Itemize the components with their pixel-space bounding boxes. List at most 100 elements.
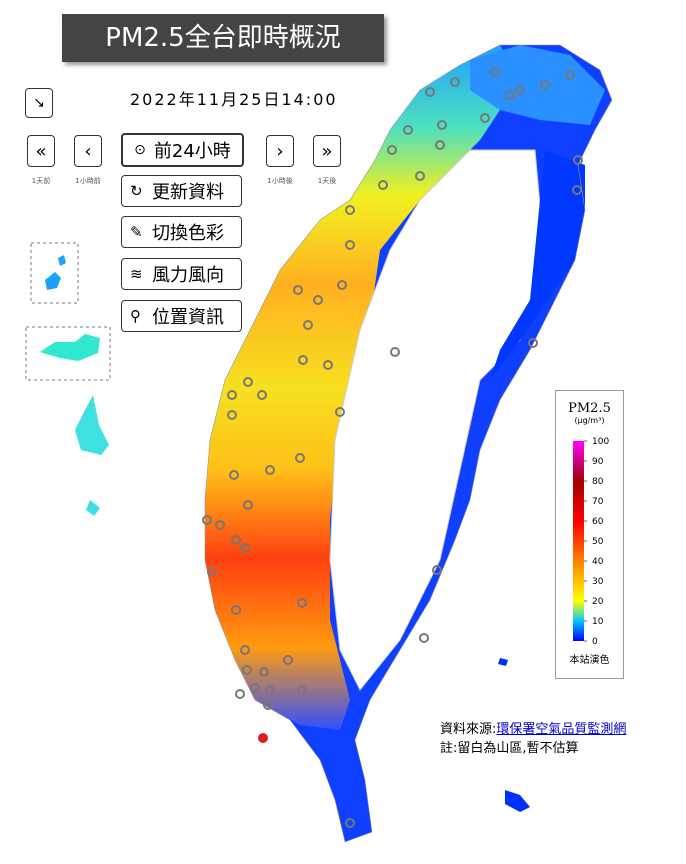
station-marker xyxy=(480,113,490,123)
station-marker xyxy=(565,70,575,80)
station-marker xyxy=(490,67,500,77)
station-marker xyxy=(323,360,333,370)
legend-title: PM2.5 xyxy=(568,401,611,416)
legend-tick-label: 10 xyxy=(592,617,604,627)
play-icon: ⊙ xyxy=(134,142,146,158)
station-marker xyxy=(250,683,260,693)
station-marker xyxy=(240,645,250,655)
icon: ⚲ xyxy=(130,307,141,325)
station-marker xyxy=(231,605,241,615)
legend-tick-label: 80 xyxy=(592,477,604,487)
color-label: 切換色彩 xyxy=(152,223,224,244)
islet xyxy=(45,255,66,290)
north xyxy=(470,45,605,125)
station-marker xyxy=(378,180,388,190)
play-label: 前24小時 xyxy=(153,141,231,162)
station-marker xyxy=(265,685,275,695)
station-marker xyxy=(263,700,273,710)
color-button[interactable]: ✎ 切換色彩 xyxy=(121,216,242,248)
inset-box xyxy=(25,326,111,381)
icon: ✎ xyxy=(130,223,143,241)
legend-tick-label: 30 xyxy=(592,577,604,587)
station-marker xyxy=(297,598,307,608)
station-marker xyxy=(207,567,217,577)
legend-tick-label: 60 xyxy=(592,517,604,527)
station-marker xyxy=(313,295,323,305)
station-marker xyxy=(265,465,275,475)
source-link[interactable]: 環保署空氣品質監測網 xyxy=(496,722,627,737)
station-marker xyxy=(572,185,582,195)
source: 資料來源:環保署空氣品質監測網 xyxy=(440,718,626,737)
station-marker xyxy=(215,520,225,530)
station-marker xyxy=(227,390,237,400)
icon: ≋ xyxy=(130,265,143,283)
legend-footer: 本站演色 xyxy=(569,655,610,666)
location-button[interactable]: ⚲ 位置資訊 xyxy=(121,300,242,332)
station-marker xyxy=(229,470,239,480)
station-marker xyxy=(345,205,355,215)
wind-button[interactable]: ≋ 風力風向 xyxy=(121,258,242,290)
day-fwd-label: 1天後 xyxy=(317,177,337,185)
east-coast xyxy=(490,150,585,380)
station-marker xyxy=(231,535,241,545)
icon: ↻ xyxy=(130,182,143,200)
source-label: 資料來源: xyxy=(440,722,497,737)
station-marker xyxy=(240,543,250,553)
station-marker xyxy=(515,85,525,95)
day-fwd-button[interactable]: » xyxy=(313,135,341,167)
refresh-label: 更新資料 xyxy=(152,182,224,203)
station-marker xyxy=(415,171,425,181)
legend-tick-label: 0 xyxy=(592,637,598,647)
outline xyxy=(204,44,613,843)
expand-button[interactable]: ↘ xyxy=(25,88,53,118)
hour-back-label: 1小時前 xyxy=(75,177,101,185)
hour-fwd-label: 1小時後 xyxy=(267,177,293,185)
station-marker xyxy=(425,87,435,97)
station-marker xyxy=(303,320,313,330)
color-bar xyxy=(573,441,584,641)
station-marker xyxy=(337,280,347,290)
station-marker xyxy=(435,140,445,150)
islet xyxy=(40,334,100,361)
hour-back-button[interactable]: ‹ xyxy=(74,135,102,167)
station-marker xyxy=(227,410,237,420)
legend-tick-label: 90 xyxy=(592,457,604,467)
play-button[interactable]: ⊙ 前24小時 xyxy=(121,133,244,167)
wind-label: 風力風向 xyxy=(152,265,224,286)
day-back-label: 1天前 xyxy=(31,177,51,185)
west-plain xyxy=(205,45,520,730)
legend-tick-label: 20 xyxy=(592,597,604,607)
station-marker xyxy=(243,500,253,510)
legend-tick-label: 70 xyxy=(592,497,604,507)
note: 註:留白為山區,暫不估算 xyxy=(440,741,579,756)
station-marker xyxy=(432,565,442,575)
station-marker xyxy=(242,665,252,675)
station-marker xyxy=(293,285,303,295)
legend-scale: 0 10 20 30 40 50 60 70 80 90 100 xyxy=(573,437,609,647)
station-marker xyxy=(387,145,397,155)
legend-unit: (μg/m³) xyxy=(574,416,605,425)
islet xyxy=(75,395,109,516)
station-marker xyxy=(259,667,269,677)
station-marker xyxy=(345,240,355,250)
station-marker xyxy=(573,155,583,165)
station-marker xyxy=(437,120,447,130)
station-marker xyxy=(295,453,305,463)
day-back-button[interactable]: « xyxy=(27,135,55,167)
refresh-button[interactable]: ↻ 更新資料 xyxy=(121,175,242,207)
station-marker xyxy=(528,338,538,348)
station-marker xyxy=(298,355,308,365)
legend-tick-label: 40 xyxy=(592,557,604,567)
datetime: 2022年11月25日14:00 xyxy=(130,90,338,109)
station-marker xyxy=(335,407,345,417)
station-marker xyxy=(540,80,550,90)
station-marker xyxy=(419,633,429,643)
station-marker xyxy=(390,347,400,357)
location-label: 位置資訊 xyxy=(152,307,224,328)
station-marker xyxy=(257,390,267,400)
station-marker xyxy=(283,655,293,665)
station-marker xyxy=(450,77,460,87)
legend-tick-label: 100 xyxy=(592,437,609,447)
hour-fwd-button[interactable]: › xyxy=(266,135,294,167)
